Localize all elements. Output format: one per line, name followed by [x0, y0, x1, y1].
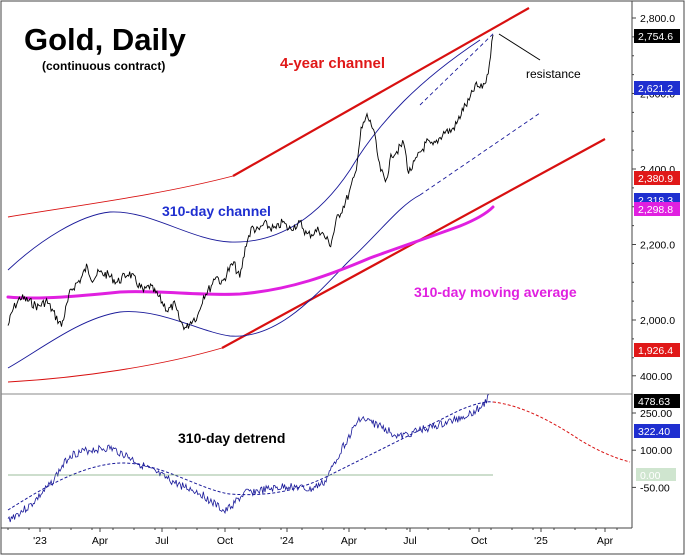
- value-tags: 2,754.62,621.22,380.92,318.32,298.81,926…: [634, 29, 680, 438]
- x-tick-label: '24: [280, 535, 294, 547]
- x-tick-label: Oct: [217, 535, 233, 547]
- detrend-tick-label: 100.00: [640, 445, 672, 457]
- detrend-cycle-line: [7, 401, 494, 511]
- detrend-series: [7, 394, 631, 523]
- y-tick-label: 2,000.0: [640, 315, 675, 327]
- channel-310-upper: [7, 39, 481, 271]
- x-tick-label: '25: [534, 535, 548, 547]
- x-tick-label: Apr: [597, 535, 614, 547]
- price-value-tag-box: [634, 343, 680, 357]
- x-tick-label: Jul: [403, 535, 416, 547]
- moving-average-310: [6, 205, 495, 300]
- y-tick-label: 2,200.0: [640, 240, 675, 252]
- channel-upper-line: [232, 7, 530, 177]
- four-year-channel-label: 4-year channel: [280, 55, 385, 72]
- ma-310-label: 310-day moving average: [414, 284, 577, 300]
- x-axis: '23 Apr Jul Oct '24 Apr Jul Oct '25 Apr: [7, 528, 618, 547]
- price-value-tag: 2,298.8: [638, 204, 673, 216]
- detrend-value-tag-box: [634, 424, 680, 438]
- detrend-line: [7, 394, 489, 523]
- price-value-tag-box: [634, 81, 680, 95]
- y-tick-label: 2,800.0: [640, 13, 675, 25]
- price-value-tag: 2,380.9: [638, 173, 673, 185]
- price-value-tag-box: [634, 29, 680, 43]
- detrend-tick-label: 250.00: [640, 408, 672, 420]
- resistance-pointer: [498, 33, 541, 61]
- chart-subtitle: (continuous contract): [42, 59, 165, 73]
- zero-tag-label: 0.00: [640, 470, 661, 482]
- price-value-tag: 2,621.2: [638, 83, 673, 95]
- chart-title: Gold, Daily: [24, 22, 187, 57]
- channel-lower-curve: [7, 347, 223, 383]
- price-series: [7, 34, 494, 331]
- price-value-tag-box: [634, 202, 680, 216]
- price-value-tag-box: [634, 171, 680, 185]
- channel-upper-curve: [7, 175, 234, 218]
- channel-310: [7, 31, 541, 369]
- detrend-label: 310-day detrend: [178, 430, 285, 446]
- channel-310-upper-projection: [419, 31, 496, 106]
- x-tick-label: '23: [33, 535, 47, 547]
- detrend-value-tag: 322.40: [638, 426, 670, 438]
- x-tick-label: Jul: [155, 535, 168, 547]
- ma-310-line: [6, 205, 495, 300]
- detrend-tick-label: -50.00: [640, 482, 670, 494]
- x-tick-label: Apr: [92, 535, 109, 547]
- channel-310-label: 310-day channel: [162, 203, 271, 219]
- x-tick-label: Apr: [341, 535, 358, 547]
- price-line: [7, 34, 494, 331]
- resistance-label: resistance: [526, 67, 581, 81]
- zero-tag-box: [636, 468, 676, 481]
- detrend-value-tag: 478.63: [638, 396, 670, 408]
- detrend-projection-line: [492, 401, 631, 463]
- detrend-tick-label: 400.00: [640, 371, 672, 383]
- x-tick-label: Oct: [471, 535, 487, 547]
- channel-310-lower: [7, 194, 421, 369]
- y-axis: 2,800.02,600.02,400.02,200.02,000.0400.0…: [8, 13, 676, 494]
- channel-310-lower-projection: [419, 112, 541, 196]
- price-value-tag: 2,754.6: [638, 31, 673, 43]
- detrend-value-tag-box: [634, 394, 680, 408]
- price-value-tag: 1,926.4: [638, 345, 673, 357]
